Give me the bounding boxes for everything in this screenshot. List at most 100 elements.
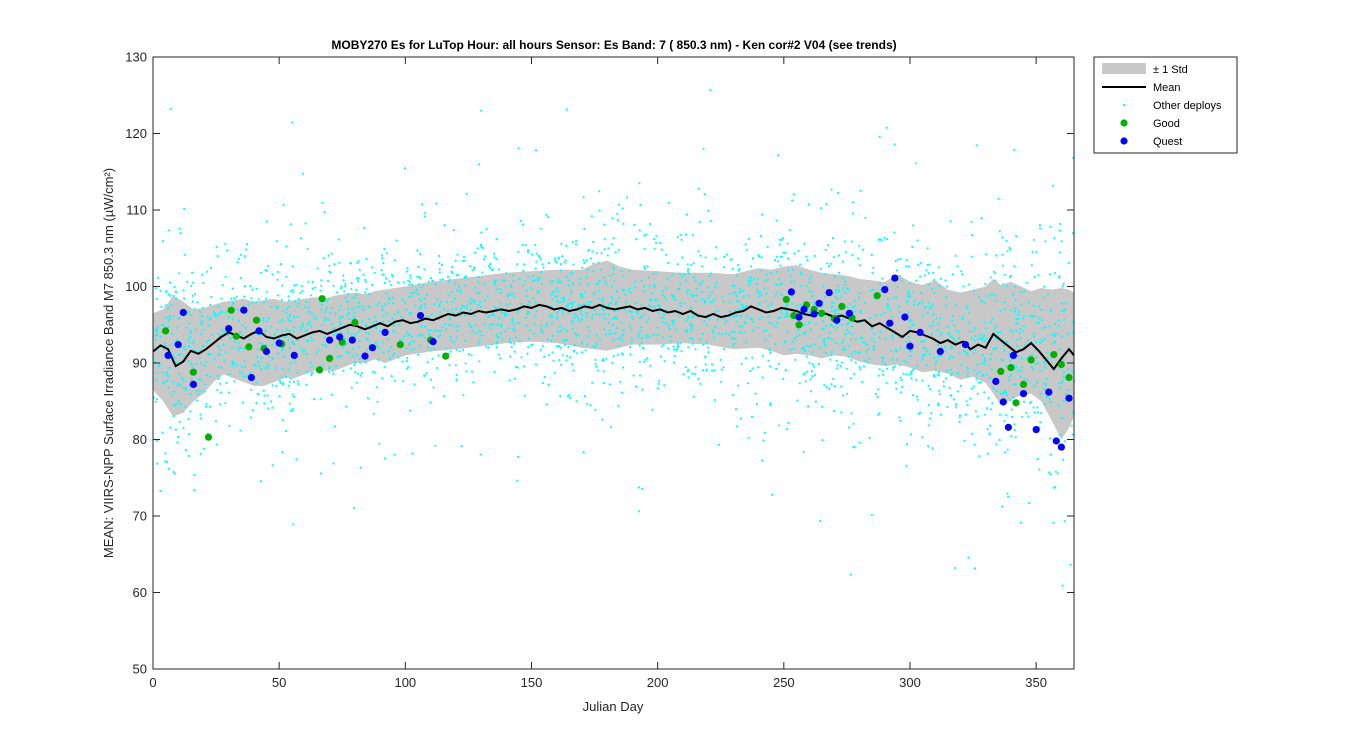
- other-deploys-point: [288, 402, 291, 405]
- other-deploys-point: [218, 348, 222, 351]
- other-deploys-point: [1026, 281, 1029, 284]
- other-deploys-point: [670, 293, 673, 297]
- other-deploys-point: [167, 375, 170, 378]
- other-deploys-point: [534, 149, 538, 152]
- other-deploys-point: [231, 287, 234, 290]
- other-deploys-point: [724, 322, 727, 325]
- other-deploys-point: [981, 362, 984, 365]
- other-deploys-point: [510, 346, 513, 349]
- other-deploys-point: [1034, 362, 1037, 365]
- other-deploys-point: [973, 567, 977, 570]
- other-deploys-point: [450, 290, 453, 293]
- other-deploys-point: [236, 346, 239, 349]
- other-deploys-point: [683, 273, 686, 276]
- other-deploys-point: [615, 290, 619, 293]
- other-deploys-point: [605, 283, 608, 286]
- other-deploys-point: [301, 290, 304, 293]
- other-deploys-point: [526, 303, 530, 306]
- other-deploys-point: [358, 305, 361, 308]
- other-deploys-point: [556, 287, 559, 290]
- other-deploys-point: [540, 328, 543, 331]
- other-deploys-point: [200, 273, 203, 276]
- other-deploys-point: [687, 315, 690, 318]
- other-deploys-point: [342, 274, 345, 277]
- other-deploys-point: [511, 291, 514, 295]
- other-deploys-point: [473, 314, 476, 317]
- other-deploys-point: [196, 301, 199, 304]
- other-deploys-point: [658, 380, 661, 383]
- other-deploys-point: [361, 305, 364, 309]
- other-deploys-point: [554, 260, 557, 263]
- other-deploys-point: [419, 306, 422, 309]
- y-axis-label: MEAN: VIIRS-NPP Surface Irradiance Band …: [101, 168, 116, 558]
- other-deploys-point: [1043, 382, 1046, 385]
- other-deploys-point: [546, 338, 549, 341]
- other-deploys-point: [949, 368, 952, 371]
- other-deploys-point: [811, 295, 814, 298]
- other-deploys-point: [189, 336, 192, 339]
- other-deploys-point: [748, 277, 751, 280]
- other-deploys-point: [499, 291, 502, 294]
- good-point: [838, 302, 846, 310]
- other-deploys-point: [732, 344, 735, 347]
- other-deploys-point: [651, 292, 654, 295]
- other-deploys-point: [948, 386, 951, 389]
- other-deploys-point: [314, 317, 317, 320]
- other-deploys-point: [1020, 521, 1023, 524]
- other-deploys-point: [957, 331, 961, 334]
- other-deploys-point: [610, 285, 614, 288]
- other-deploys-point: [393, 453, 396, 456]
- other-deploys-point: [1060, 382, 1063, 385]
- other-deploys-point: [575, 239, 578, 243]
- other-deploys-point: [479, 305, 482, 309]
- other-deploys-point: [414, 290, 417, 293]
- other-deploys-point: [271, 356, 274, 359]
- other-deploys-point: [451, 300, 454, 303]
- other-deploys-point: [693, 276, 696, 279]
- other-deploys-point: [438, 268, 441, 271]
- other-deploys-point: [739, 331, 742, 334]
- y-tick-label: 90: [133, 356, 147, 371]
- other-deploys-point: [705, 323, 709, 327]
- other-deploys-point: [908, 294, 911, 297]
- other-deploys-point: [602, 358, 605, 361]
- other-deploys-point: [714, 325, 717, 328]
- other-deploys-point: [844, 251, 847, 254]
- other-deploys-point: [231, 360, 234, 363]
- other-deploys-point: [1059, 222, 1062, 225]
- other-deploys-point: [826, 336, 830, 340]
- other-deploys-point: [738, 307, 741, 311]
- other-deploys-point: [490, 268, 494, 271]
- other-deploys-point: [625, 196, 628, 199]
- other-deploys-point: [661, 293, 664, 296]
- other-deploys-point: [850, 412, 853, 415]
- other-deploys-point: [702, 343, 705, 346]
- other-deploys-point: [822, 285, 825, 288]
- other-deploys-point: [621, 353, 625, 356]
- other-deploys-point: [837, 271, 841, 274]
- other-deploys-point: [573, 344, 576, 347]
- other-deploys-point: [998, 230, 1001, 233]
- other-deploys-point: [836, 364, 839, 367]
- other-deploys-point: [940, 355, 943, 358]
- other-deploys-point: [826, 262, 829, 265]
- other-deploys-point: [463, 305, 466, 308]
- quest-point: [881, 286, 889, 294]
- other-deploys-point: [706, 297, 710, 300]
- other-deploys-point: [694, 279, 697, 282]
- other-deploys-point: [567, 345, 570, 349]
- other-deploys-point: [885, 238, 889, 241]
- other-deploys-point: [232, 301, 235, 305]
- other-deploys-point: [691, 372, 694, 375]
- other-deploys-point: [1027, 339, 1030, 342]
- other-deploys-point: [467, 352, 470, 356]
- other-deploys-point: [1058, 382, 1061, 385]
- other-deploys-point: [1058, 229, 1061, 232]
- good-point: [795, 321, 803, 329]
- other-deploys-point: [995, 443, 998, 446]
- other-deploys-point: [641, 487, 644, 490]
- other-deploys-point: [886, 298, 890, 301]
- other-deploys-point: [267, 365, 270, 368]
- other-deploys-point: [652, 333, 655, 336]
